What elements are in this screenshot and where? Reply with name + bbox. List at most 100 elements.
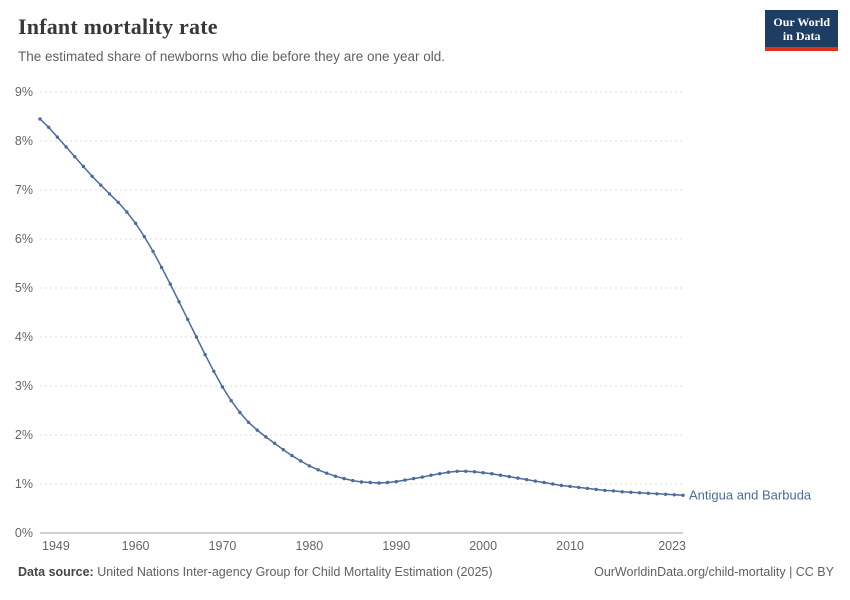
owid-logo-line2: in Data: [782, 29, 821, 43]
x-tick-label: 1980: [295, 539, 323, 553]
series-point: [255, 428, 259, 432]
series-point: [159, 265, 164, 270]
series-point: [585, 486, 590, 491]
y-tick-label: 4%: [15, 330, 33, 344]
data-source-text: United Nations Inter-agency Group for Ch…: [93, 565, 493, 579]
series-point: [151, 249, 155, 253]
series-point: [385, 480, 390, 485]
series-point: [47, 125, 51, 129]
x-tick-label: 1970: [209, 539, 237, 553]
y-tick-label: 7%: [15, 183, 33, 197]
y-tick-label: 2%: [15, 428, 33, 442]
series-point: [290, 453, 294, 458]
series-point: [438, 472, 442, 476]
series-point: [38, 117, 42, 121]
series-point: [472, 470, 477, 474]
owid-logo: Our World in Data: [765, 10, 838, 51]
series-point: [229, 399, 233, 403]
series-point: [55, 135, 60, 139]
x-tick-label: 1949: [42, 539, 70, 553]
series-point: [516, 476, 520, 480]
x-tick-label: 2000: [469, 539, 497, 553]
line-chart-svg: 0% 1% 2% 3% 4% 5% 6% 7% 8% 9% 1949 1960 1970 1980 1990…: [15, 85, 812, 553]
series-point: [620, 490, 624, 494]
series-point: [551, 482, 555, 486]
series-point: [542, 480, 546, 485]
chart-area: 0% 1% 2% 3% 4% 5% 6% 7% 8% 9% 1949 1960 1970 1980 1990…: [0, 78, 850, 558]
x-tick-label: 1990: [382, 539, 410, 553]
footer-citation-link[interactable]: OurWorldinData.org/child-mortality | CC …: [594, 565, 834, 579]
y-tick-label: 3%: [15, 379, 33, 393]
series-point: [568, 484, 572, 489]
series-point: [603, 488, 607, 493]
series-point: [133, 221, 138, 225]
series-point: [90, 174, 94, 178]
series-point: [646, 491, 650, 495]
y-tick-label: 5%: [15, 281, 33, 295]
series-point: [220, 385, 225, 389]
series-point: [281, 448, 285, 452]
series-point: [168, 282, 172, 286]
y-tick-label: 1%: [15, 477, 33, 491]
series-point: [559, 483, 564, 488]
chart-subtitle: The estimated share of newborns who die …: [18, 49, 446, 64]
series-point: [186, 317, 190, 322]
series-end-label: Antigua and Barbuda: [689, 487, 812, 502]
series-point: [481, 471, 485, 475]
series-point: [307, 464, 312, 468]
x-tick-label: 2023: [658, 539, 686, 553]
series-point: [394, 479, 398, 484]
series-point: [342, 476, 346, 481]
owid-logo-line1: Our World: [773, 15, 830, 29]
series-point: [73, 155, 77, 159]
series-point: [177, 300, 181, 304]
series-point: [672, 493, 676, 497]
series-point: [611, 489, 616, 493]
series-point: [655, 492, 659, 496]
series-point: [238, 410, 242, 415]
series-point: [681, 493, 685, 497]
series-point: [498, 473, 503, 477]
data-source-label: Data source:: [18, 565, 94, 579]
series-point: [299, 459, 303, 463]
series-point: [577, 485, 581, 490]
series-point: [333, 474, 338, 478]
series-point: [359, 480, 364, 484]
series-point: [663, 492, 668, 496]
series-point: [637, 491, 642, 495]
series-point: [524, 477, 529, 482]
x-tick-label: 1960: [122, 539, 150, 553]
series-point: [125, 210, 129, 214]
series-point: [411, 476, 416, 481]
series-point: [377, 481, 381, 485]
series-point: [403, 478, 407, 482]
series-point: [316, 468, 320, 472]
data-source: Data source: United Nations Inter-agency…: [18, 565, 493, 579]
series-line: [39, 118, 684, 497]
series-point: [99, 183, 103, 187]
series-point: [64, 145, 68, 149]
series-point: [107, 192, 112, 196]
chart-footer: Data source: United Nations Inter-agency…: [18, 565, 834, 579]
series-point: [429, 473, 433, 477]
series-point: [203, 352, 207, 357]
series-point: [351, 478, 355, 483]
series-point: [264, 435, 268, 439]
series-point: [246, 420, 251, 424]
x-tick-label: 2010: [556, 539, 584, 553]
series-point: [507, 474, 511, 479]
y-tick-label: 8%: [15, 134, 33, 148]
series-point: [455, 469, 459, 473]
series-point: [116, 200, 120, 204]
series-point: [594, 487, 598, 492]
y-tick-label: 9%: [15, 85, 33, 99]
chart-title: Infant mortality rate: [18, 14, 218, 39]
y-tick-label: 0%: [15, 526, 33, 540]
series-point: [420, 475, 424, 479]
series-point: [446, 470, 451, 474]
series-point: [368, 480, 372, 485]
y-tick-label: 6%: [15, 232, 33, 246]
series-point: [629, 490, 633, 494]
series-point: [142, 234, 146, 239]
